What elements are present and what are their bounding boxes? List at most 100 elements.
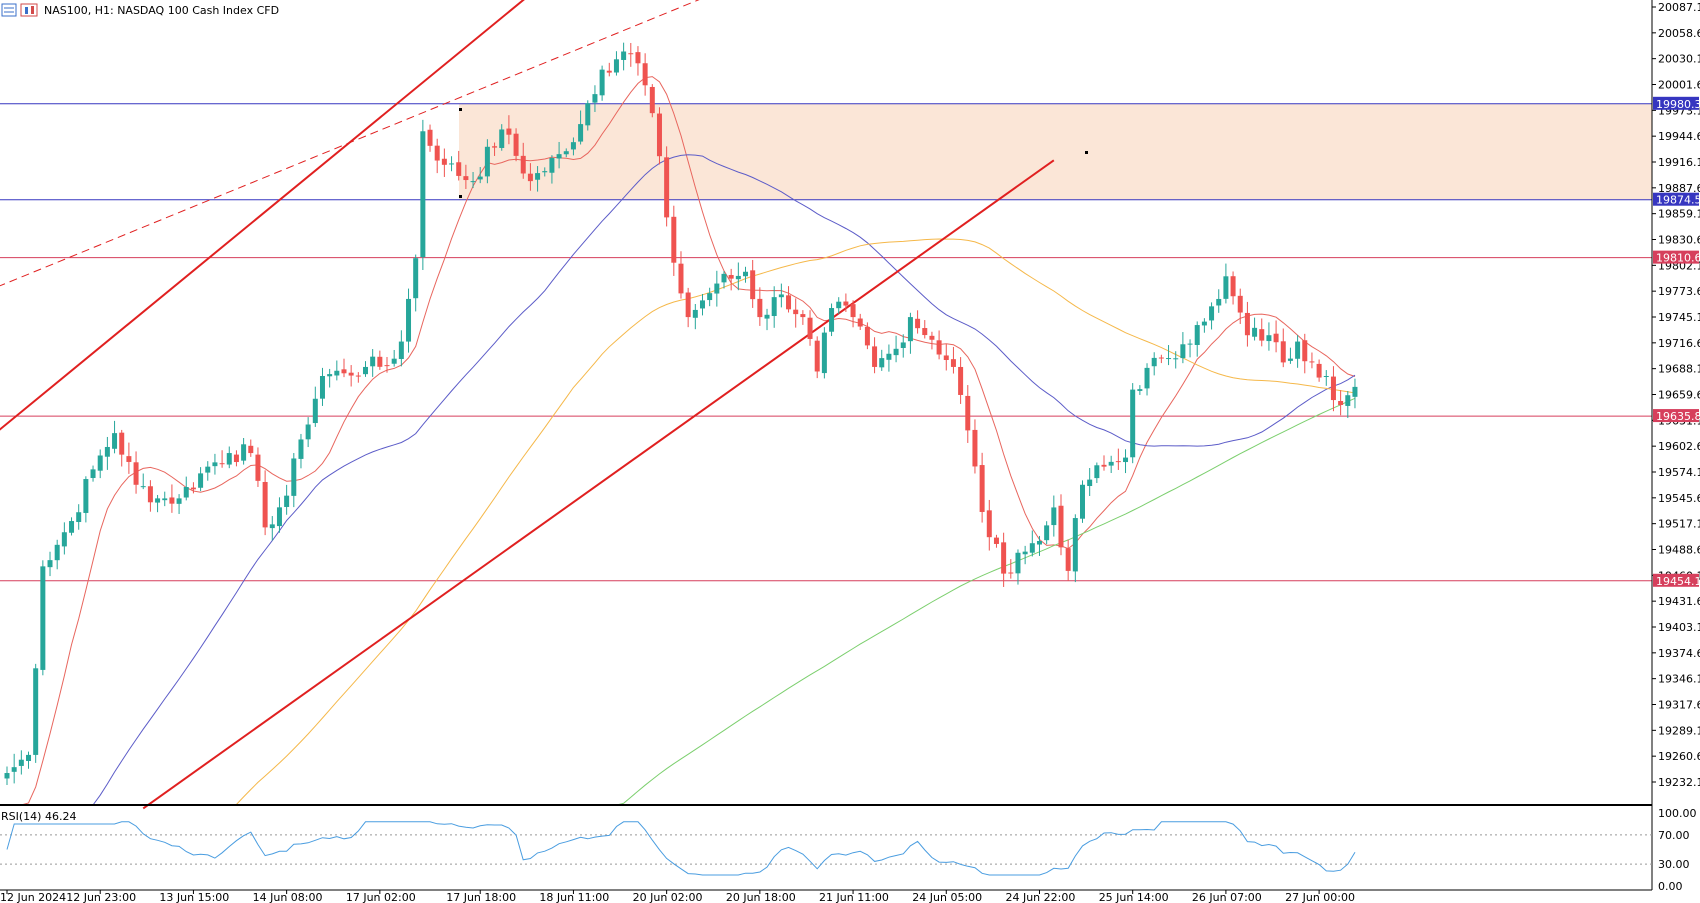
candle-body (950, 359, 956, 367)
candle-body (1273, 333, 1279, 343)
price-tick-label: 19289.1 (1658, 724, 1700, 737)
candle-body (907, 317, 913, 342)
level-badge-text-19810.6: 19810.6 (1656, 252, 1700, 265)
trendline-channel-upper[interactable] (0, 0, 717, 441)
level-badge-19635.8 (1653, 409, 1699, 423)
candle-body (83, 479, 89, 513)
price-tick-label: 20001.6 (1658, 79, 1700, 92)
price-tick-label: 19517.1 (1658, 518, 1700, 531)
candle-body (391, 358, 397, 364)
candle-body (793, 309, 799, 315)
price-tick-label: 19260.6 (1658, 750, 1700, 763)
trendline-channel-lower[interactable] (142, 159, 1055, 810)
candle-body (1173, 358, 1179, 360)
candle-body (678, 263, 684, 294)
rsi-panel (0, 821, 1652, 876)
price-tick-label: 19944.6 (1658, 130, 1700, 143)
candle-body (621, 51, 627, 60)
candle-body (1123, 457, 1129, 463)
candle-body (857, 318, 863, 327)
candle-body (456, 162, 462, 176)
candle-body (1029, 543, 1035, 553)
candle-body (470, 181, 476, 183)
candle-body (1001, 542, 1007, 574)
candle-body (147, 486, 153, 503)
candle-body (1345, 395, 1351, 406)
price-tick-label: 19887.6 (1658, 182, 1700, 195)
candle-body (298, 439, 304, 459)
candle-body (900, 342, 906, 348)
candle-body (893, 348, 899, 356)
rsi-line (6, 821, 1356, 876)
candle-body (1352, 386, 1358, 397)
price-tick-label: 19916.1 (1658, 156, 1700, 169)
candle-body (829, 308, 835, 332)
candle-body (384, 365, 390, 367)
candle-body (1151, 357, 1157, 367)
candle-body (262, 481, 268, 528)
trendline-upper-extension[interactable] (0, 0, 710, 292)
candle-body (872, 346, 878, 367)
level-badge-text-19874.5: 19874.5 (1656, 194, 1700, 207)
candle-body (427, 129, 433, 146)
candle-body (585, 103, 591, 126)
candle-body (1223, 276, 1229, 299)
candle-body (176, 498, 182, 504)
candle-body (1036, 540, 1042, 545)
candle-body (1287, 358, 1293, 361)
price-tick-label: 19830.6 (1658, 234, 1700, 247)
time-tick-label: 17 Jun 18:00 (446, 891, 516, 903)
candle-body (958, 366, 964, 395)
candle-body (449, 163, 455, 165)
candle-body (1015, 552, 1021, 574)
candle-body (1108, 461, 1114, 466)
candle-body (800, 314, 806, 318)
candle-body (434, 145, 440, 161)
candle-body (1087, 479, 1093, 487)
level-badge-text-19454.1: 19454.1 (1656, 575, 1700, 588)
chart-menu-icon[interactable] (1, 3, 17, 17)
candle-body (76, 512, 82, 523)
trendlines[interactable] (0, 0, 1055, 810)
candle-body (169, 497, 175, 504)
candle-body (370, 356, 376, 367)
price-tick-label: 19688.1 (1658, 363, 1700, 376)
candle-body (664, 157, 670, 218)
candle-body (599, 69, 605, 96)
chart-type-icon[interactable] (20, 3, 38, 17)
rsi-tick-label: 0.00 (1658, 880, 1683, 893)
candle-body (420, 131, 426, 258)
candle-body (993, 537, 999, 544)
price-tick-label: 19602.6 (1658, 440, 1700, 453)
level-badge-text-19980.3: 19980.3 (1656, 98, 1700, 111)
time-tick-label: 13 Jun 15:00 (159, 891, 229, 903)
candle-body (972, 429, 978, 467)
candle-body (1201, 321, 1207, 326)
price-tick-label: 19659.6 (1658, 389, 1700, 402)
price-tick-label: 19716.6 (1658, 337, 1700, 350)
candle-body (241, 444, 247, 461)
candle-body (642, 63, 648, 86)
candle-body (707, 293, 713, 301)
candle-body (1252, 327, 1258, 337)
candle-body (140, 486, 146, 488)
time-tick-label: 20 Jun 18:00 (726, 891, 796, 903)
ma-line-ma_fast (21, 76, 1356, 806)
candle-body (728, 275, 734, 279)
candle-body (563, 151, 569, 155)
candle-body (477, 176, 483, 180)
candle-body (649, 86, 655, 114)
candle-body (850, 304, 856, 318)
candle-body (1008, 572, 1014, 574)
chart-type-icon-bar (25, 7, 28, 14)
anchor-marker (459, 108, 462, 111)
candle-body (821, 332, 827, 374)
candle-body (922, 328, 928, 336)
time-tick-label: 25 Jun 14:00 (1099, 891, 1169, 903)
price-tick-label: 19545.6 (1658, 492, 1700, 505)
candle-body (248, 445, 254, 454)
ma-line-ma_slow (229, 238, 1356, 806)
candle-body (355, 375, 361, 377)
